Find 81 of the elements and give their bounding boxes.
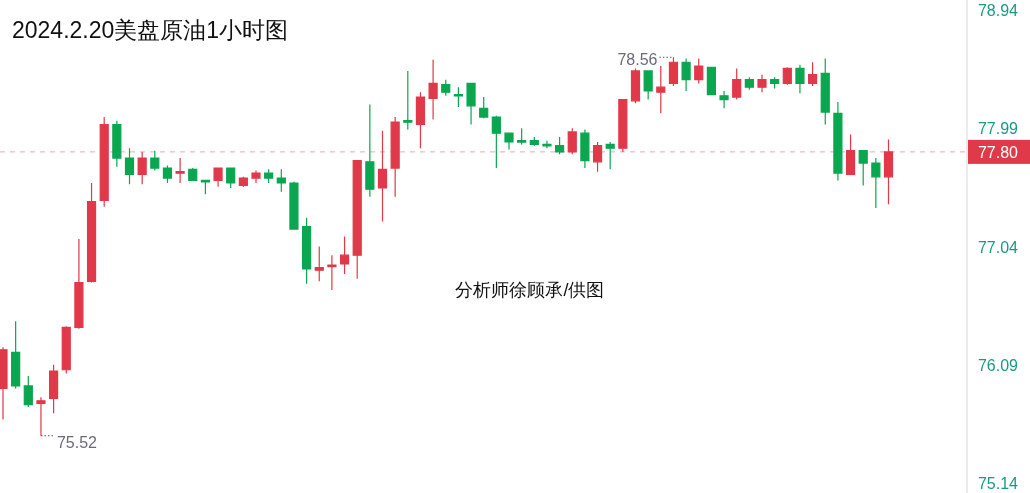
candlestick	[592, 141, 603, 173]
candlestick	[112, 120, 122, 168]
candlestick	[327, 254, 337, 291]
candlestick	[36, 396, 46, 437]
candlestick	[871, 157, 881, 209]
candlestick	[757, 74, 767, 93]
candlestick	[580, 128, 590, 169]
candlestick	[555, 136, 565, 155]
candlestick	[428, 59, 438, 121]
candlestick	[567, 127, 577, 155]
candlestick	[86, 182, 97, 284]
candlestick	[820, 57, 830, 126]
candlestick	[744, 76, 754, 91]
candlestick	[150, 150, 160, 172]
candlestick	[770, 76, 780, 89]
candlestick	[352, 160, 362, 280]
candlestick	[845, 133, 856, 175]
candlestick	[656, 65, 666, 114]
candlestick	[517, 127, 527, 146]
candlestick	[99, 116, 109, 208]
candlestick	[479, 96, 489, 119]
candlestick	[200, 179, 210, 195]
candlestick	[74, 238, 84, 330]
candlestick	[630, 67, 641, 104]
candlestick	[668, 56, 679, 87]
annotation: 78.56	[617, 51, 658, 69]
candlestick	[226, 167, 236, 189]
candlestick	[0, 346, 8, 421]
y-tick-label: 78.94	[977, 1, 1019, 19]
candlestick	[213, 167, 223, 188]
candlestick	[175, 157, 185, 184]
candlestick	[504, 132, 514, 150]
y-tick-label: 77.04	[977, 238, 1019, 256]
candlestick	[719, 90, 729, 109]
candlestick	[377, 130, 388, 223]
candlestick	[188, 167, 198, 182]
candlestick	[732, 67, 742, 101]
annotation: 分析师徐顾承/供图	[455, 280, 605, 300]
candlestick	[124, 147, 135, 185]
candlestick	[238, 176, 248, 188]
candlestick	[706, 66, 716, 96]
candlestick	[605, 141, 615, 170]
y-tick-label: 75.14	[977, 475, 1019, 493]
ref-line-label: 77.80	[977, 143, 1019, 161]
candlestick	[466, 82, 476, 126]
candlestick	[643, 70, 653, 101]
candlestick	[883, 138, 894, 205]
candlestick	[415, 91, 426, 149]
candlestick	[339, 235, 350, 275]
candlestick	[694, 57, 704, 85]
candlestick	[11, 320, 21, 390]
candlestick	[289, 181, 299, 230]
candlestick	[833, 101, 843, 182]
candlestick	[782, 66, 792, 86]
y-tick-label: 77.99	[977, 120, 1019, 138]
candlestick	[441, 79, 451, 97]
candlestick	[542, 140, 552, 149]
y-tick-label: 76.09	[977, 356, 1019, 374]
candlestick	[162, 164, 173, 184]
candlestick	[808, 61, 818, 87]
candlestick	[264, 168, 274, 184]
candlestick	[251, 169, 261, 184]
candlestick	[403, 70, 413, 131]
candlestick	[681, 57, 691, 92]
annotation: 75.52	[56, 433, 98, 451]
candlestick	[302, 217, 312, 285]
candlestick	[453, 86, 463, 108]
candlestick	[49, 364, 59, 414]
candlestick	[61, 325, 71, 375]
candlestick	[491, 115, 501, 169]
candlestick	[858, 150, 868, 187]
candlestick	[276, 168, 286, 193]
candlestick	[529, 136, 539, 147]
text: 2024.2.20美盘原油1小时图	[12, 17, 289, 43]
candlestick	[314, 245, 324, 282]
candlestick	[795, 64, 805, 94]
candlestick	[23, 375, 33, 408]
candlestick	[137, 151, 147, 185]
candlestick	[390, 116, 400, 198]
candlestick	[618, 99, 628, 153]
candlestick	[365, 103, 375, 198]
